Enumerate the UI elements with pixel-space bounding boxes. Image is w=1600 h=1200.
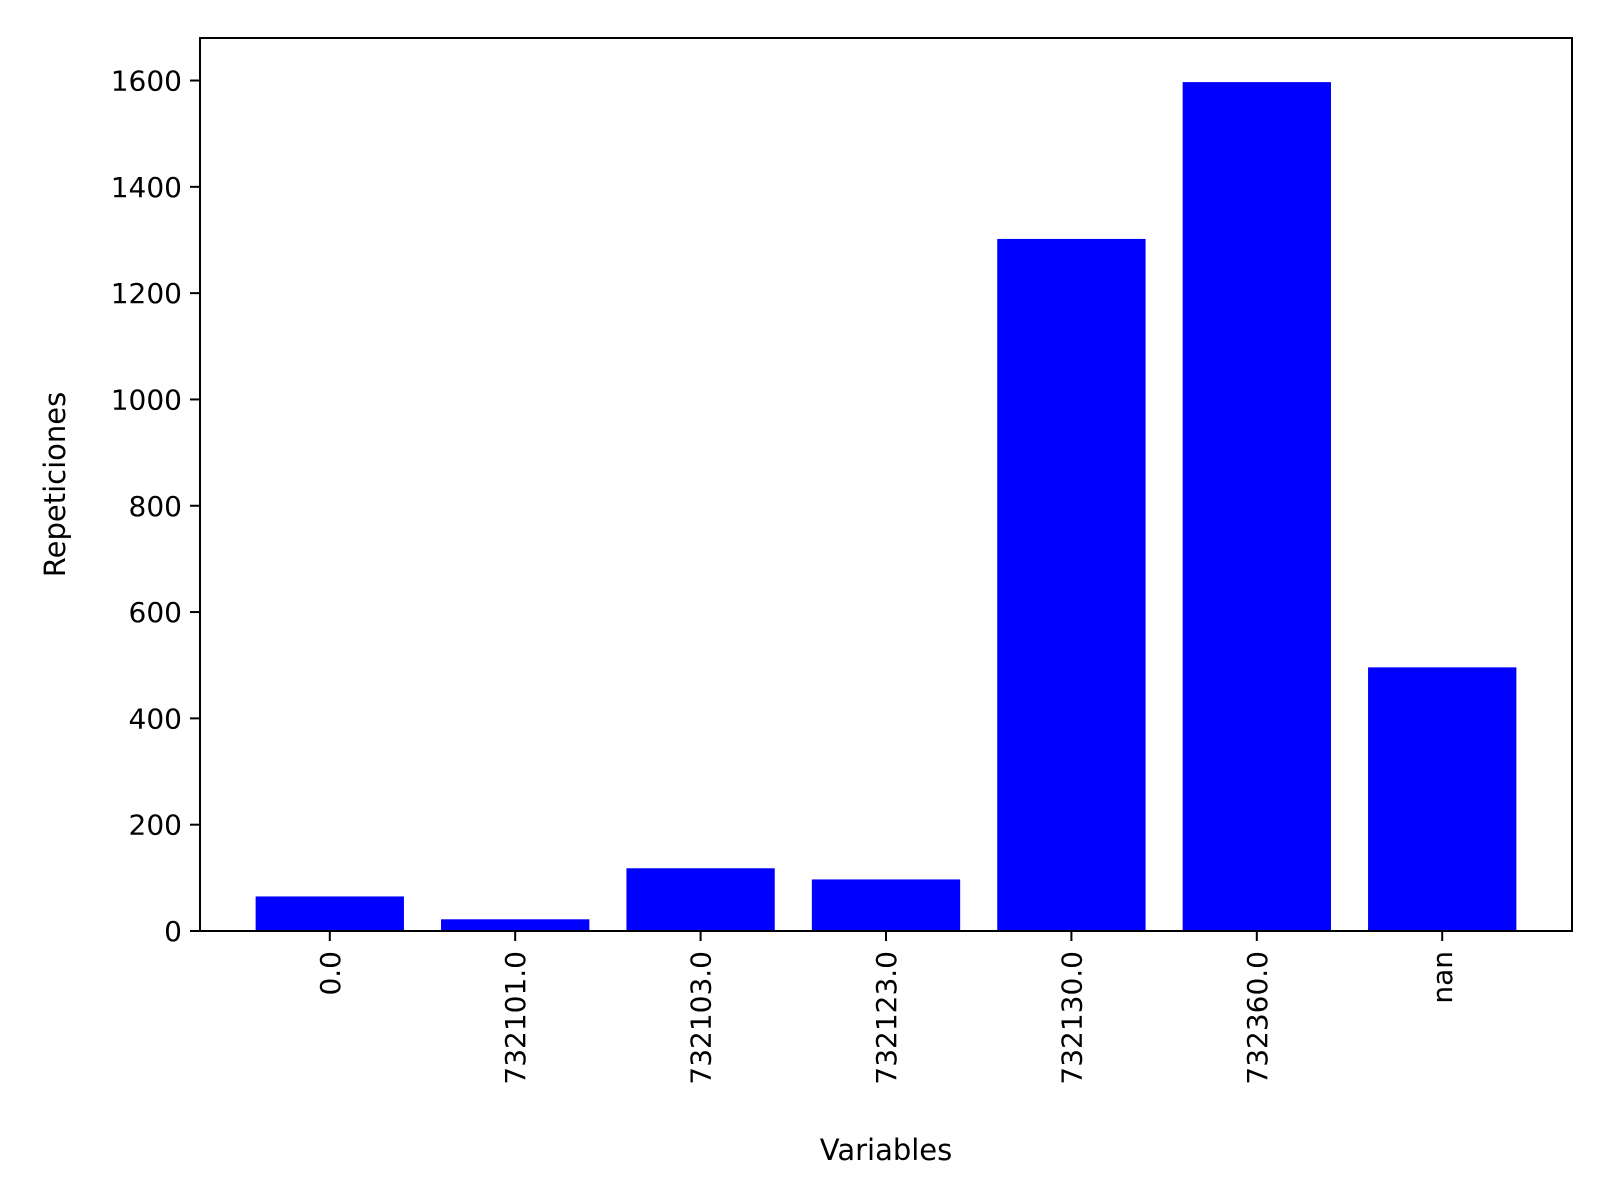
x-tick-label: 732130.0 bbox=[1055, 951, 1088, 1085]
bar-0.0 bbox=[255, 896, 404, 931]
bar-732130.0 bbox=[997, 238, 1146, 932]
y-tick-label: 800 bbox=[129, 490, 182, 523]
y-tick-label: 200 bbox=[129, 809, 182, 842]
x-tick-label: nan bbox=[1426, 951, 1459, 1004]
x-tick-label: 732123.0 bbox=[870, 951, 903, 1085]
x-tick-label: 732360.0 bbox=[1241, 951, 1274, 1085]
x-axis-ticks: 0.0 732101.0 732103.0 732123.0 732130.0 73236… bbox=[314, 931, 1459, 1085]
x-tick-label: 732103.0 bbox=[685, 951, 718, 1085]
x-axis-label: Variables bbox=[820, 1133, 953, 1167]
y-tick-label: 0 bbox=[164, 915, 182, 948]
x-tick-label: 0.0 bbox=[314, 951, 347, 996]
y-tick-label: 400 bbox=[129, 702, 182, 735]
bar-732101.0 bbox=[441, 919, 590, 931]
bar-732103.0 bbox=[626, 868, 775, 931]
bar-732360.0 bbox=[1182, 82, 1331, 931]
bar-732123.0 bbox=[811, 879, 961, 931]
y-tick-label: 1000 bbox=[111, 383, 182, 416]
bars-group bbox=[255, 82, 1517, 932]
plot-frame bbox=[199, 37, 1573, 932]
y-tick-label: 600 bbox=[129, 596, 182, 629]
y-tick-label: 1400 bbox=[111, 171, 182, 204]
x-tick-label: 732101.0 bbox=[499, 951, 532, 1085]
y-tick-label: 1200 bbox=[111, 277, 182, 310]
bar-nan bbox=[1368, 667, 1517, 931]
y-tick-label: 1600 bbox=[111, 65, 182, 98]
y-axis-ticks: 0 200 400 600 800 1000 1200 1400 1600 bbox=[111, 65, 200, 948]
y-axis-label: Repeticiones bbox=[38, 392, 72, 577]
